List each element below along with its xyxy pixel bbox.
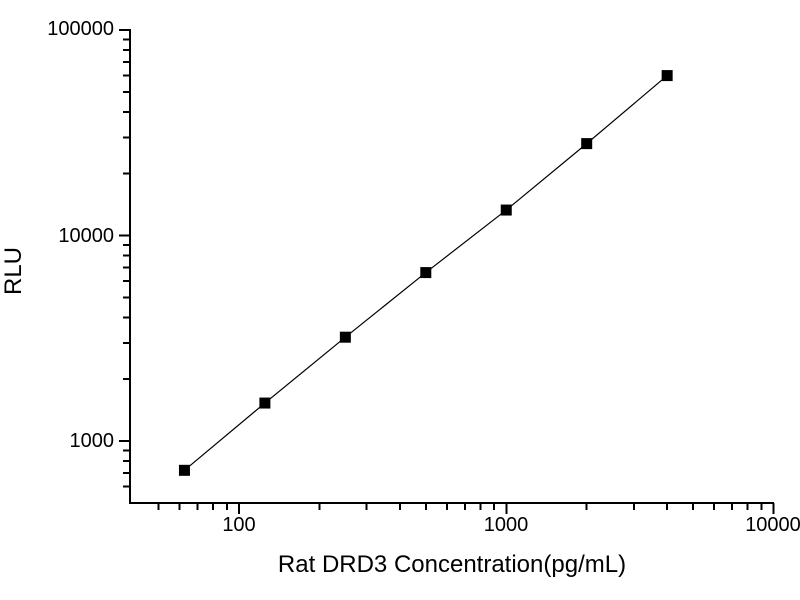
y-axis-title: RLU — [0, 246, 27, 295]
data-point-marker — [420, 267, 432, 279]
data-point-marker — [339, 331, 351, 343]
data-point-marker — [178, 464, 190, 476]
y-tick-label-100000: 100000 — [47, 18, 114, 40]
y-tick-label-10000: 10000 — [58, 225, 114, 247]
y-tick-label-1000: 1000 — [69, 430, 115, 452]
data-point-marker — [259, 397, 271, 409]
x-axis-title: Rat DRD3 Concentration(pg/mL) — [277, 551, 627, 578]
data-point-marker — [581, 138, 593, 150]
x-tick-label-1000: 1000 — [483, 514, 529, 536]
data-point-marker — [500, 204, 512, 216]
data-point-marker — [661, 70, 673, 82]
x-tick-label-10000: 10000 — [745, 514, 800, 536]
x-tick-label-100: 100 — [222, 514, 256, 536]
